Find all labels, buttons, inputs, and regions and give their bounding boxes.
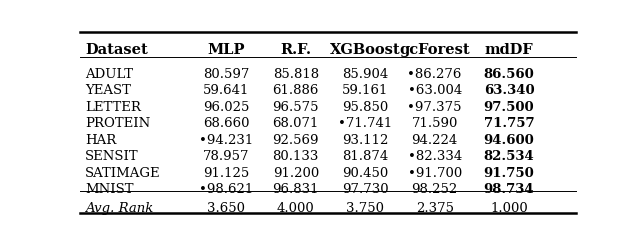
Text: 97.500: 97.500 [484, 101, 534, 114]
Text: R.F.: R.F. [280, 43, 311, 57]
Text: 81.874: 81.874 [342, 150, 388, 163]
Text: Dataset: Dataset [85, 43, 148, 57]
Text: PROTEIN: PROTEIN [85, 117, 150, 130]
Text: SATIMAGE: SATIMAGE [85, 167, 161, 180]
Text: 94.224: 94.224 [412, 134, 458, 147]
Text: ADULT: ADULT [85, 68, 133, 81]
Text: YEAST: YEAST [85, 84, 131, 97]
Text: MNIST: MNIST [85, 183, 134, 196]
Text: 98.252: 98.252 [412, 183, 458, 196]
Text: •98.621: •98.621 [199, 183, 253, 196]
Text: 90.450: 90.450 [342, 167, 388, 180]
Text: 78.957: 78.957 [203, 150, 250, 163]
Text: 85.904: 85.904 [342, 68, 388, 81]
Text: 3.750: 3.750 [346, 202, 384, 215]
Text: 80.597: 80.597 [203, 68, 250, 81]
Text: 80.133: 80.133 [273, 150, 319, 163]
Text: 96.025: 96.025 [203, 101, 250, 114]
Text: 86.560: 86.560 [484, 68, 534, 81]
Text: XGBoost: XGBoost [330, 43, 401, 57]
Text: HAR: HAR [85, 134, 116, 147]
Text: gcForest: gcForest [399, 43, 470, 57]
Text: 96.575: 96.575 [273, 101, 319, 114]
Text: 91.200: 91.200 [273, 167, 319, 180]
Text: 2.375: 2.375 [415, 202, 454, 215]
Text: 95.850: 95.850 [342, 101, 388, 114]
Text: 71.590: 71.590 [412, 117, 458, 130]
Text: 68.071: 68.071 [273, 117, 319, 130]
Text: •86.276: •86.276 [408, 68, 462, 81]
Text: 98.734: 98.734 [484, 183, 534, 196]
Text: 3.650: 3.650 [207, 202, 245, 215]
Text: 59.161: 59.161 [342, 84, 388, 97]
Text: 68.660: 68.660 [203, 117, 250, 130]
Text: •63.004: •63.004 [408, 84, 462, 97]
Text: 85.818: 85.818 [273, 68, 319, 81]
Text: 1.000: 1.000 [490, 202, 528, 215]
Text: 97.730: 97.730 [342, 183, 388, 196]
Text: 91.125: 91.125 [203, 167, 250, 180]
Text: •97.375: •97.375 [408, 101, 462, 114]
Text: 61.886: 61.886 [273, 84, 319, 97]
Text: SENSIT: SENSIT [85, 150, 139, 163]
Text: 82.534: 82.534 [484, 150, 534, 163]
Text: Avg. Rank: Avg. Rank [85, 202, 153, 215]
Text: •82.334: •82.334 [408, 150, 462, 163]
Text: LETTER: LETTER [85, 101, 141, 114]
Text: 93.112: 93.112 [342, 134, 388, 147]
Text: •91.700: •91.700 [408, 167, 462, 180]
Text: mdDF: mdDF [484, 43, 533, 57]
Text: 94.600: 94.600 [484, 134, 534, 147]
Text: MLP: MLP [207, 43, 245, 57]
Text: •94.231: •94.231 [199, 134, 253, 147]
Text: 59.641: 59.641 [203, 84, 250, 97]
Text: 96.831: 96.831 [273, 183, 319, 196]
Text: 4.000: 4.000 [277, 202, 315, 215]
Text: 92.569: 92.569 [273, 134, 319, 147]
Text: •71.741: •71.741 [338, 117, 392, 130]
Text: 91.750: 91.750 [484, 167, 534, 180]
Text: 63.340: 63.340 [484, 84, 534, 97]
Text: 71.757: 71.757 [484, 117, 534, 130]
